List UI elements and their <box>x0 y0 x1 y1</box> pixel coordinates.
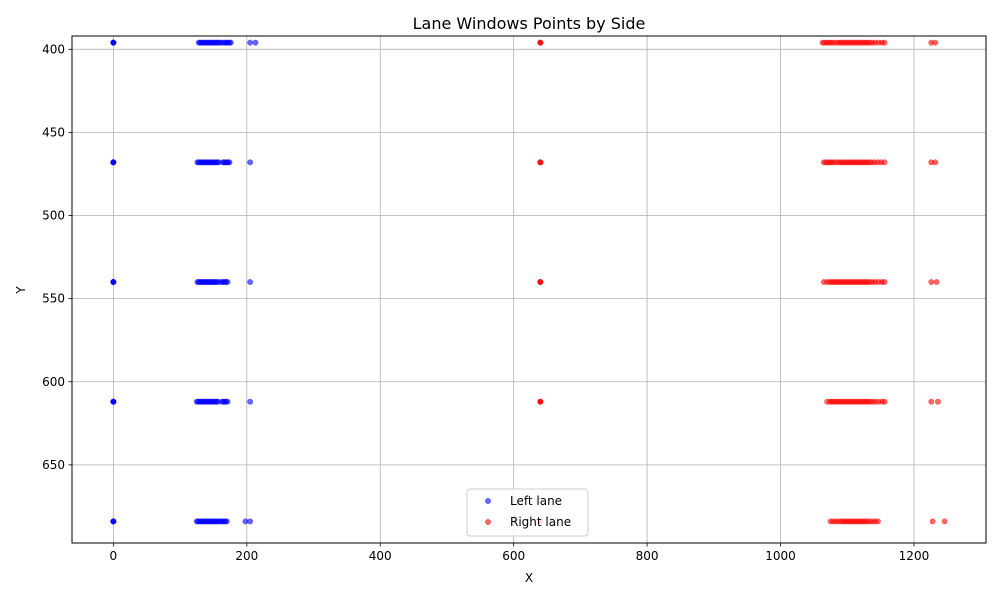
y-axis-label: Y <box>14 286 28 295</box>
data-point <box>935 398 941 405</box>
plot-area-frame <box>71 35 987 544</box>
data-point <box>928 398 935 405</box>
data-point <box>933 279 940 285</box>
data-point <box>247 398 254 405</box>
data-point <box>110 518 117 525</box>
data-point <box>874 518 881 525</box>
legend-label-left-lane: Left lane <box>510 494 562 508</box>
data-point <box>110 159 117 166</box>
data-point <box>881 279 888 285</box>
axis-ticks: 0 200 400 600 800 1000 1200 400 450 500 550 600 650 <box>42 42 929 563</box>
y-tick-label: 400 <box>42 42 65 56</box>
data-point <box>224 279 231 285</box>
data-point <box>110 39 117 46</box>
data-point <box>881 159 888 166</box>
x-tick-label: 0 <box>110 549 118 563</box>
data-point <box>881 39 888 46</box>
data-point <box>929 518 936 525</box>
data-points <box>110 39 948 525</box>
y-tick-label: 600 <box>42 375 65 389</box>
data-point <box>247 159 254 166</box>
x-tick-label: 400 <box>369 549 392 563</box>
data-point <box>932 159 939 166</box>
data-point <box>928 279 935 285</box>
data-point <box>252 39 259 46</box>
data-point <box>941 518 948 525</box>
data-point <box>537 39 544 46</box>
data-point <box>247 39 254 46</box>
data-point <box>932 39 939 46</box>
data-point <box>110 398 117 405</box>
x-tick-label: 1200 <box>899 549 930 563</box>
legend-label-right-lane: Right lane <box>510 515 571 529</box>
y-tick-label: 650 <box>42 458 65 472</box>
series-right-lane <box>537 39 948 525</box>
data-point <box>226 159 233 166</box>
data-point <box>537 279 544 285</box>
chart-title: Lane Windows Points by Side <box>413 14 646 33</box>
data-point <box>537 398 544 405</box>
data-point <box>227 39 234 46</box>
data-point <box>881 398 888 405</box>
x-tick-label: 1000 <box>765 549 796 563</box>
data-point <box>223 518 230 525</box>
y-tick-label: 550 <box>42 292 65 306</box>
legend-marker-right-lane <box>485 519 491 525</box>
x-tick-label: 600 <box>502 549 525 563</box>
data-point <box>247 279 254 285</box>
x-tick-label: 800 <box>636 549 659 563</box>
data-point <box>224 398 231 405</box>
y-tick-label: 500 <box>42 209 65 223</box>
data-point <box>110 279 117 285</box>
y-tick-label: 450 <box>42 125 65 139</box>
legend: Left lane Right lane <box>466 488 589 537</box>
data-point <box>537 159 544 166</box>
legend-box <box>466 488 589 537</box>
x-tick-label: 200 <box>235 549 258 563</box>
x-axis-label: X <box>525 571 533 585</box>
legend-marker-left-lane <box>485 498 491 504</box>
data-point <box>247 518 254 525</box>
series-left-lane <box>110 39 259 525</box>
grid-lines <box>72 36 986 543</box>
